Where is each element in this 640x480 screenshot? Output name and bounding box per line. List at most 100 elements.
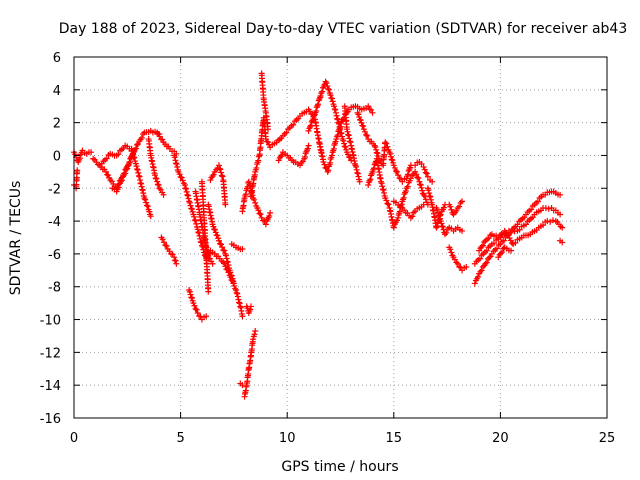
data-point (427, 193, 434, 200)
data-point (374, 150, 381, 157)
data-point (143, 202, 150, 209)
data-point (188, 294, 195, 301)
axis-ticks: 0 5 10 15 20 25 -16 -14 -12 -10 -8 -6 -4 -2 0 2 4 6 (40, 51, 616, 446)
data-point (307, 122, 314, 129)
data-point (72, 151, 79, 158)
data-point (559, 239, 566, 246)
chart-title: Day 188 of 2023, Sidereal Day-to-day VTE… (59, 21, 628, 37)
data-point (485, 235, 492, 242)
data-point (223, 255, 230, 262)
data-point (342, 144, 349, 151)
data-point (160, 191, 167, 198)
data-point (414, 174, 421, 181)
data-point (478, 267, 485, 274)
data-point (118, 177, 125, 184)
y-tick-label: -6 (48, 248, 61, 263)
data-point (345, 131, 352, 138)
data-point (215, 162, 222, 169)
data-point (334, 132, 341, 139)
data-point (184, 192, 191, 199)
data-point (134, 141, 141, 148)
data-point (384, 143, 391, 150)
data-point (124, 165, 131, 172)
data-point (247, 306, 254, 313)
data-point (479, 263, 486, 270)
data-point (220, 247, 227, 254)
data-point (242, 191, 249, 198)
plot-frame (73, 56, 608, 419)
data-point (545, 205, 552, 212)
data-point (486, 254, 493, 261)
data-point (225, 262, 232, 269)
data-point (265, 139, 272, 146)
data-point (173, 260, 180, 267)
data-point (152, 175, 159, 182)
data-point (379, 186, 386, 193)
data-point (328, 152, 335, 159)
data-point (540, 222, 547, 229)
data-point (184, 191, 191, 198)
data-point (191, 302, 198, 309)
data-point (443, 229, 450, 236)
data-point (138, 134, 145, 141)
data-point (420, 201, 427, 208)
data-point (176, 171, 183, 178)
data-point (522, 221, 529, 228)
data-point (373, 146, 380, 153)
data-point (222, 263, 229, 270)
data-point (255, 157, 262, 164)
data-point (115, 184, 122, 191)
data-point (301, 154, 308, 161)
data-point (413, 171, 420, 178)
data-point (387, 153, 394, 160)
data-point (549, 217, 556, 224)
data-point (379, 183, 386, 190)
data-point (478, 243, 485, 250)
data-point (155, 181, 162, 188)
data-point (356, 178, 363, 185)
data-point (256, 210, 263, 217)
data-point (313, 107, 320, 114)
data-point (337, 123, 344, 130)
data-point (448, 206, 455, 213)
data-point (427, 196, 434, 203)
data-point (483, 247, 490, 254)
data-point (363, 131, 370, 138)
data-point (290, 121, 297, 128)
data-point (439, 223, 446, 230)
data-point (218, 169, 225, 176)
data-point (76, 155, 83, 162)
data-point (134, 140, 141, 147)
data-point (440, 204, 447, 211)
data-point (105, 172, 112, 179)
data-point (218, 241, 225, 248)
data-point (393, 168, 400, 175)
data-point (381, 189, 388, 196)
data-point (203, 313, 210, 320)
data-point (171, 254, 178, 261)
data-point (423, 170, 430, 177)
data-point (130, 154, 137, 161)
data-point (218, 172, 225, 179)
data-point (234, 293, 241, 300)
data-point (422, 196, 429, 203)
data-point (219, 244, 226, 251)
y-tick-label: -4 (48, 215, 61, 230)
data-point (514, 221, 521, 228)
data-point (257, 211, 264, 218)
data-point (210, 223, 217, 230)
data-point (188, 205, 195, 212)
data-point (126, 159, 133, 166)
data-point (426, 193, 433, 200)
data-point (222, 252, 229, 259)
data-point (74, 167, 81, 174)
data-point (232, 285, 239, 292)
data-point (239, 245, 246, 252)
data-point (416, 178, 423, 185)
data-point (419, 187, 426, 194)
data-point (103, 155, 110, 162)
data-point (426, 190, 433, 197)
data-point (404, 183, 411, 190)
data-point (483, 259, 490, 266)
data-point (123, 166, 130, 173)
